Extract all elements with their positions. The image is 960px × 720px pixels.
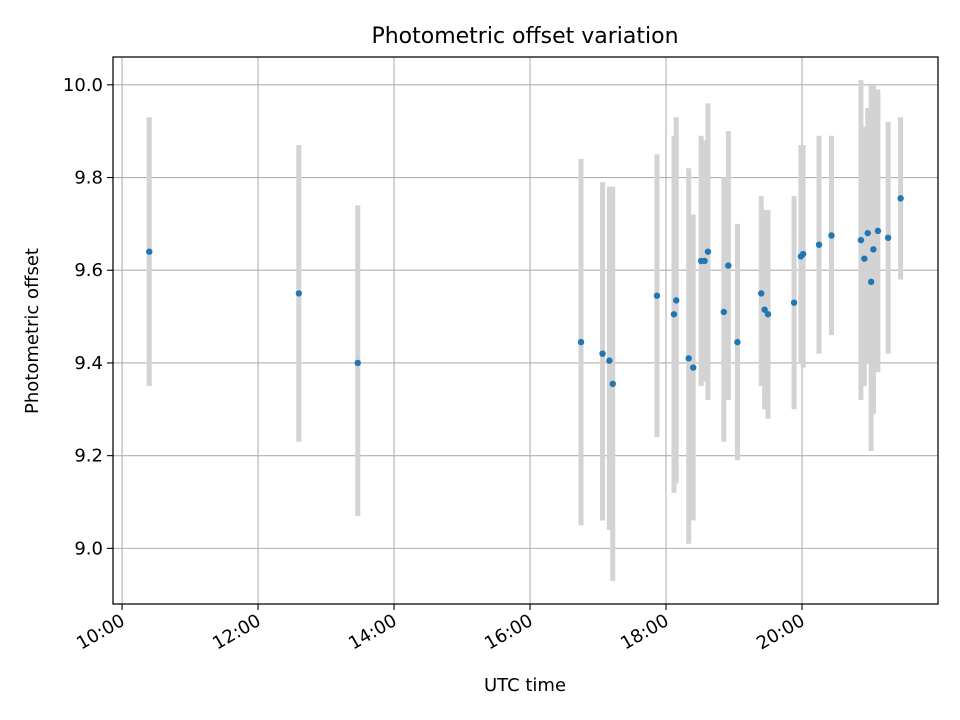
- data-point: [690, 364, 697, 371]
- data-point: [790, 299, 798, 306]
- data-point: [761, 306, 768, 313]
- y-tick-label: 9.6: [74, 260, 103, 281]
- grid-lines: [113, 57, 938, 604]
- y-tick-label: 9.0: [74, 538, 103, 559]
- data-point: [857, 236, 865, 244]
- error-bars: [146, 80, 904, 581]
- data-points: [146, 195, 904, 388]
- data-point: [758, 290, 765, 297]
- data-point: [815, 241, 823, 248]
- data-point: [354, 359, 361, 367]
- data-point: [670, 311, 678, 318]
- data-point: [725, 262, 732, 269]
- data-point: [606, 357, 613, 364]
- data-point: [734, 338, 741, 346]
- data-point: [609, 380, 616, 388]
- data-point: [577, 338, 585, 346]
- x-axis-ticks: 10:00 12:00 14:00 16:00 18:00 20:00: [73, 604, 809, 654]
- plot-area-frame: [112, 56, 939, 605]
- y-tick-label: 9.4: [74, 353, 103, 374]
- data-point: [874, 227, 882, 235]
- data-point: [720, 308, 728, 316]
- data-point: [764, 311, 772, 318]
- data-point: [701, 257, 708, 265]
- data-point: [599, 350, 606, 357]
- x-axis-label: UTC time: [484, 675, 566, 696]
- data-point: [685, 355, 692, 362]
- data-point: [704, 248, 712, 255]
- x-tick-label: 12:00: [209, 610, 264, 654]
- y-tick-label: 9.2: [74, 446, 103, 467]
- data-point: [653, 292, 661, 299]
- data-point: [828, 232, 835, 239]
- chart-title: Photometric offset variation: [371, 24, 678, 49]
- y-axis-ticks: 9.0 9.2 9.4 9.6 9.8 10.0: [63, 75, 113, 559]
- data-point: [673, 297, 680, 304]
- data-point: [146, 248, 153, 255]
- data-point: [861, 255, 868, 262]
- data-point: [864, 229, 871, 237]
- x-tick-label: 10:00: [73, 610, 128, 654]
- y-tick-label: 10.0: [63, 75, 103, 96]
- data-point: [799, 250, 807, 258]
- x-tick-label: 14:00: [345, 610, 400, 654]
- x-tick-label: 18:00: [617, 610, 672, 654]
- data-point: [295, 290, 303, 297]
- data-point: [884, 234, 892, 241]
- data-point: [867, 278, 875, 286]
- x-tick-label: 20:00: [753, 610, 808, 654]
- y-tick-label: 9.8: [74, 168, 103, 189]
- y-axis-label: Photometric offset: [22, 248, 43, 414]
- data-point: [870, 246, 877, 253]
- data-point: [897, 195, 904, 202]
- x-tick-label: 16:00: [481, 610, 536, 654]
